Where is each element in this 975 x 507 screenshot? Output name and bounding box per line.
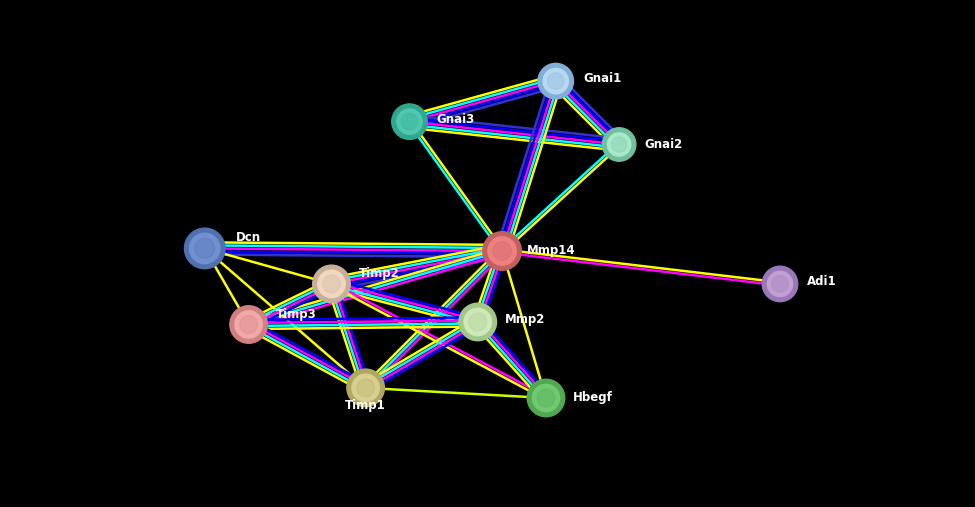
Circle shape (230, 306, 267, 343)
Circle shape (762, 266, 798, 302)
Circle shape (772, 276, 788, 292)
Circle shape (538, 63, 573, 99)
Circle shape (318, 270, 345, 298)
Circle shape (392, 104, 427, 139)
Circle shape (537, 389, 555, 407)
Circle shape (184, 228, 225, 269)
Circle shape (493, 242, 511, 260)
Text: Mmp2: Mmp2 (505, 313, 545, 326)
Text: Timp1: Timp1 (345, 399, 386, 412)
Circle shape (313, 265, 350, 303)
Circle shape (469, 313, 487, 331)
Circle shape (603, 128, 636, 161)
Text: Timp3: Timp3 (276, 308, 317, 321)
Circle shape (240, 315, 257, 334)
Circle shape (607, 133, 631, 156)
Circle shape (352, 374, 379, 402)
Text: Adi1: Adi1 (807, 275, 837, 288)
Circle shape (195, 238, 214, 259)
Circle shape (548, 73, 564, 89)
Circle shape (767, 271, 793, 297)
Text: Hbegf: Hbegf (573, 391, 613, 405)
Text: Timp2: Timp2 (359, 267, 400, 280)
Text: Gnai1: Gnai1 (583, 72, 621, 85)
Circle shape (488, 237, 517, 265)
Circle shape (235, 311, 262, 338)
Circle shape (459, 303, 496, 341)
Circle shape (357, 379, 374, 397)
Circle shape (483, 232, 522, 270)
Circle shape (611, 137, 627, 152)
Circle shape (189, 233, 220, 264)
Circle shape (532, 384, 560, 412)
Text: Mmp14: Mmp14 (526, 244, 575, 258)
Text: Gnai2: Gnai2 (644, 138, 682, 151)
Circle shape (402, 114, 417, 130)
Text: Gnai3: Gnai3 (437, 113, 475, 126)
Circle shape (347, 369, 384, 407)
Circle shape (397, 109, 422, 134)
Circle shape (527, 379, 565, 417)
Text: Dcn: Dcn (236, 231, 261, 244)
Circle shape (543, 68, 568, 94)
Circle shape (323, 275, 340, 293)
Circle shape (464, 308, 491, 336)
